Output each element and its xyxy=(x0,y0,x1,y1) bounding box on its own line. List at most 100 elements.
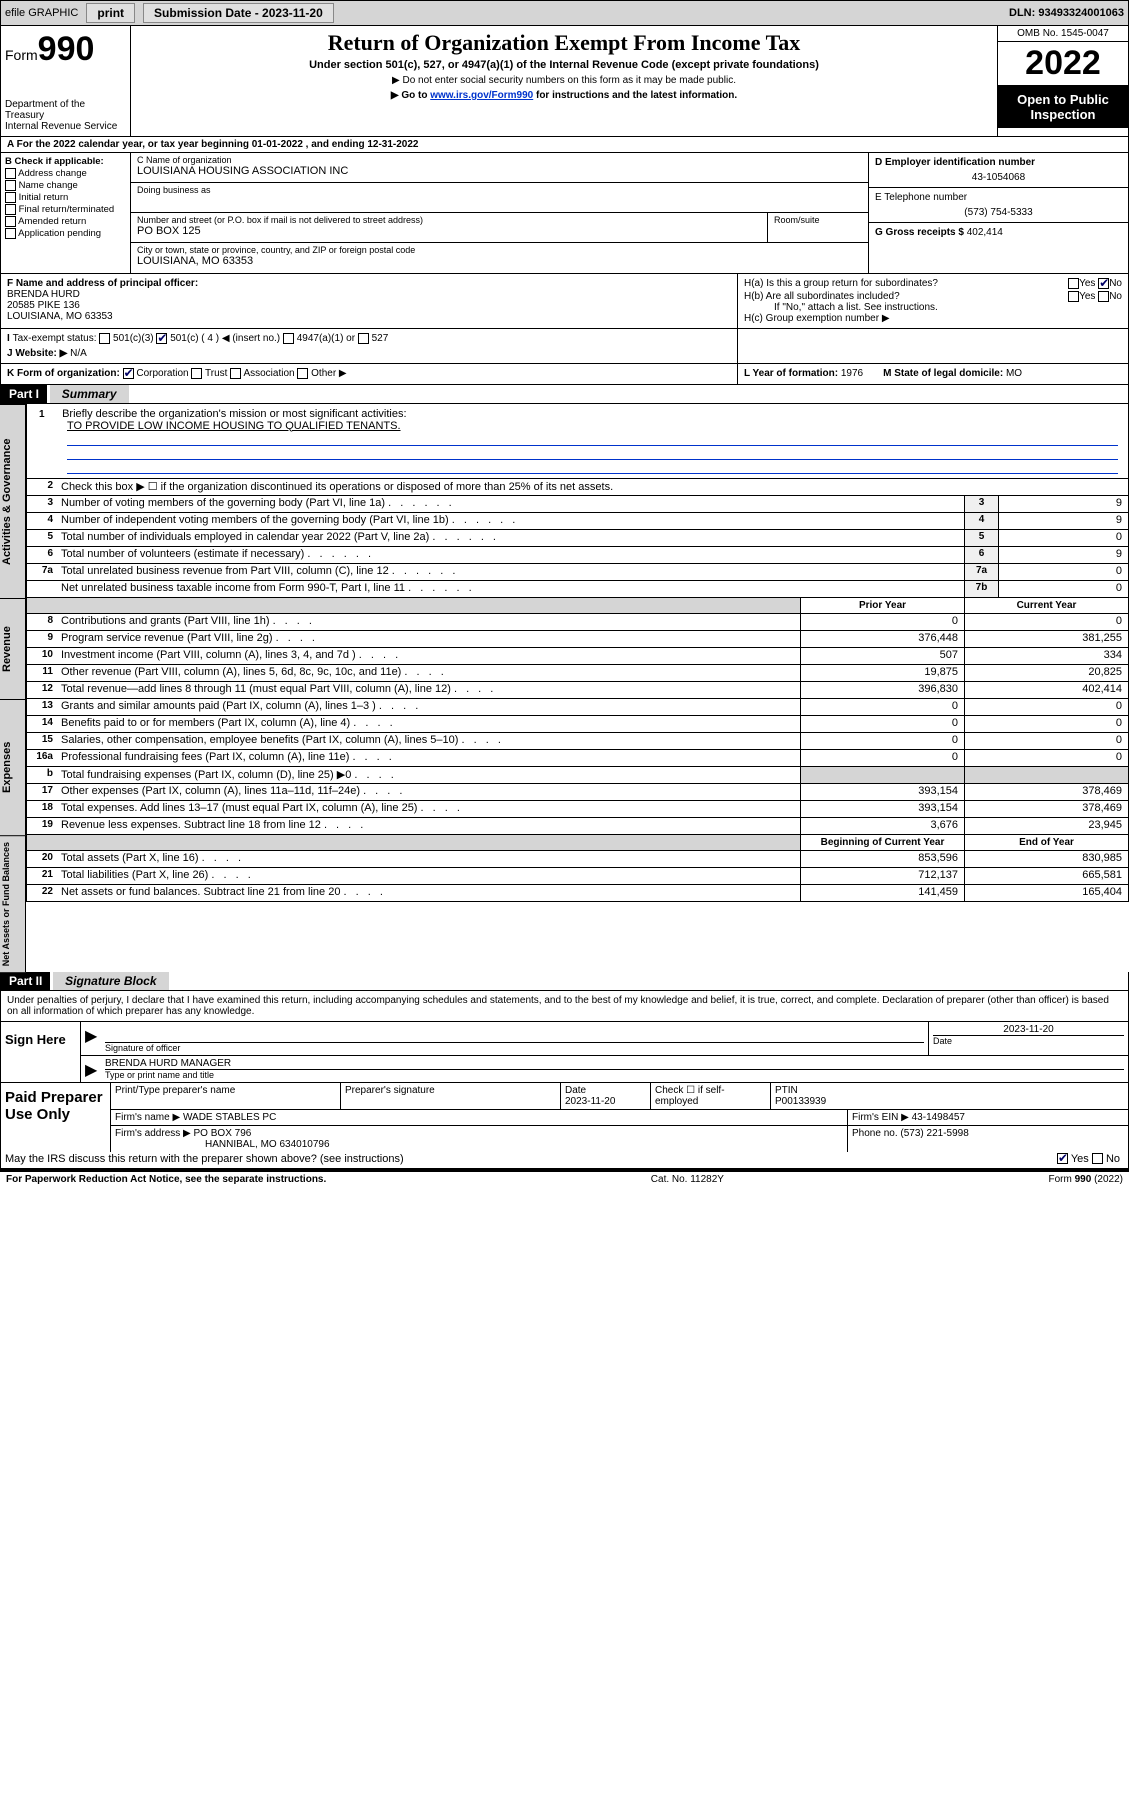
gov-line: 4Number of independent voting members of… xyxy=(26,513,1129,530)
tab-revenue: Revenue xyxy=(0,598,26,699)
chk-other[interactable] xyxy=(297,368,308,379)
chk-association[interactable] xyxy=(230,368,241,379)
form-subtitle-3: ▶ Go to www.irs.gov/Form990 for instruct… xyxy=(139,90,989,101)
data-line: 21Total liabilities (Part X, line 26) . … xyxy=(26,868,1129,885)
open-inspection-badge: Open to Public Inspection xyxy=(998,86,1128,128)
dept-label: Department of the Treasury Internal Reve… xyxy=(5,99,126,132)
data-line: 9Program service revenue (Part VIII, lin… xyxy=(26,631,1129,648)
chk-initial-return[interactable]: Initial return xyxy=(5,192,126,203)
chk-501c[interactable] xyxy=(156,333,167,344)
phone-cell: E Telephone number (573) 754-5333 xyxy=(869,188,1128,223)
firm-addr-cell: Firm's address ▶ PO BOX 796 HANNIBAL, MO… xyxy=(111,1126,848,1152)
data-line: 15Salaries, other compensation, employee… xyxy=(26,733,1129,750)
data-line: 20Total assets (Part X, line 16) . . . .… xyxy=(26,851,1129,868)
chk-4947[interactable] xyxy=(283,333,294,344)
chk-final-return[interactable]: Final return/terminated xyxy=(5,204,126,215)
block-f: F Name and address of principal officer:… xyxy=(1,274,738,328)
data-line: 22Net assets or fund balances. Subtract … xyxy=(26,885,1129,902)
gov-line: 7aTotal unrelated business revenue from … xyxy=(26,564,1129,581)
print-button[interactable]: print xyxy=(86,3,135,23)
h-a-yes[interactable] xyxy=(1068,278,1079,289)
hdr-current-year: Current Year xyxy=(964,598,1128,613)
org-name: LOUISIANA HOUSING ASSOCIATION INC xyxy=(137,165,862,177)
website-row: J Website: ▶ N/A xyxy=(7,348,731,359)
form-number: Form990 xyxy=(5,30,126,69)
footer-right: Form 990 (2022) xyxy=(1049,1174,1123,1185)
col-headers-2: Beginning of Current Year End of Year xyxy=(26,835,1129,851)
discuss-yes[interactable] xyxy=(1057,1153,1068,1164)
sign-date: 2023-11-20 xyxy=(933,1024,1124,1035)
form-word: Form xyxy=(5,47,38,63)
data-line: 17Other expenses (Part IX, column (A), l… xyxy=(26,784,1129,801)
data-line: 12Total revenue—add lines 8 through 11 (… xyxy=(26,682,1129,699)
gross-receipts-cell: G Gross receipts $ 402,414 xyxy=(869,223,1128,242)
prep-self-employed[interactable]: Check ☐ if self-employed xyxy=(651,1083,771,1109)
footer-left: For Paperwork Reduction Act Notice, see … xyxy=(6,1174,326,1185)
hdr-begin-year: Beginning of Current Year xyxy=(800,835,964,850)
gov-line: Net unrelated business taxable income fr… xyxy=(26,581,1129,598)
line-2: 2 Check this box ▶ ☐ if the organization… xyxy=(26,479,1129,496)
h-b-no[interactable] xyxy=(1098,291,1109,302)
data-line: 14Benefits paid to or for members (Part … xyxy=(26,716,1129,733)
tax-exempt-status: I Tax-exempt status: 501(c)(3) 501(c) ( … xyxy=(7,333,731,344)
tab-governance: Activities & Governance xyxy=(0,404,26,598)
top-toolbar: efile GRAPHIC print Submission Date - 20… xyxy=(0,0,1129,26)
arrow-icon: ▶ xyxy=(81,1022,101,1055)
footer-mid: Cat. No. 11282Y xyxy=(651,1174,724,1185)
tab-expenses: Expenses xyxy=(0,699,26,835)
year-formation: L Year of formation: 1976 xyxy=(744,368,863,379)
chk-address-change[interactable]: Address change xyxy=(5,168,126,179)
preparer-block: Paid Preparer Use Only Print/Type prepar… xyxy=(1,1082,1128,1152)
data-line: 8Contributions and grants (Part VIII, li… xyxy=(26,614,1129,631)
signature-block: Under penalties of perjury, I declare th… xyxy=(0,991,1129,1170)
ein-value: 43-1054068 xyxy=(875,172,1122,183)
chk-application-pending[interactable]: Application pending xyxy=(5,228,126,239)
firm-ein-cell: Firm's EIN ▶ 43-1498457 xyxy=(848,1110,1128,1125)
form-subtitle-2: ▶ Do not enter social security numbers o… xyxy=(139,75,989,86)
perjury-declaration: Under penalties of perjury, I declare th… xyxy=(1,991,1128,1021)
data-line: 18Total expenses. Add lines 13–17 (must … xyxy=(26,801,1129,818)
prep-ptin-cell: PTINP00133939 xyxy=(771,1083,1128,1109)
officer-name: BRENDA HURD xyxy=(7,289,731,300)
period-begin: 01-01-2022 xyxy=(252,139,303,150)
period-end: 12-31-2022 xyxy=(367,139,418,150)
chk-trust[interactable] xyxy=(191,368,202,379)
street-address: PO BOX 125 xyxy=(137,225,761,237)
suite-cell: Room/suite xyxy=(768,213,868,243)
data-line: 13Grants and similar amounts paid (Part … xyxy=(26,699,1129,716)
form-subtitle-1: Under section 501(c), 527, or 4947(a)(1)… xyxy=(139,59,989,71)
form-org-row: K Form of organization: Corporation Trus… xyxy=(0,364,1129,384)
mission-text: TO PROVIDE LOW INCOME HOUSING TO QUALIFI… xyxy=(67,420,401,432)
hdr-end-year: End of Year xyxy=(964,835,1128,850)
chk-527[interactable] xyxy=(358,333,369,344)
h-c-label: H(c) Group exemption number ▶ xyxy=(744,313,1122,324)
form-header: Form990 Department of the Treasury Inter… xyxy=(0,26,1129,137)
data-line: 19Revenue less expenses. Subtract line 1… xyxy=(26,818,1129,835)
chk-corporation[interactable] xyxy=(123,368,134,379)
dba-cell: Doing business as xyxy=(131,183,868,213)
form-title: Return of Organization Exempt From Incom… xyxy=(139,30,989,56)
tax-year: 2022 xyxy=(998,42,1128,86)
chk-501c3[interactable] xyxy=(99,333,110,344)
website-value: N/A xyxy=(70,348,87,359)
submission-date-label: Submission Date - 2023-11-20 xyxy=(143,3,334,23)
paid-preparer-label: Paid Preparer Use Only xyxy=(1,1083,111,1152)
block-b: B Check if applicable: Address change Na… xyxy=(1,153,131,273)
summary-table: Activities & Governance 1 Briefly descri… xyxy=(0,404,1129,598)
officer-addr1: 20585 PIKE 136 xyxy=(7,300,731,311)
status-website-row: I Tax-exempt status: 501(c)(3) 501(c) ( … xyxy=(0,329,1129,364)
form-num: 990 xyxy=(38,30,95,68)
discuss-no[interactable] xyxy=(1092,1153,1103,1164)
tab-net-assets: Net Assets or Fund Balances xyxy=(0,835,26,972)
mission-box: 1 Briefly describe the organization's mi… xyxy=(26,404,1129,479)
data-line: 10Investment income (Part VIII, column (… xyxy=(26,648,1129,665)
officer-group-row: F Name and address of principal officer:… xyxy=(0,274,1129,329)
irs-link[interactable]: www.irs.gov/Form990 xyxy=(430,90,533,101)
chk-name-change[interactable]: Name change xyxy=(5,180,126,191)
firm-phone-cell: Phone no. (573) 221-5998 xyxy=(848,1126,1128,1152)
chk-amended-return[interactable]: Amended return xyxy=(5,216,126,227)
h-b-yes[interactable] xyxy=(1068,291,1079,302)
h-a-no[interactable] xyxy=(1098,278,1109,289)
officer-addr2: LOUISIANA, MO 63353 xyxy=(7,311,731,322)
firm-name-cell: Firm's name ▶ WADE STABLES PC xyxy=(111,1110,848,1125)
